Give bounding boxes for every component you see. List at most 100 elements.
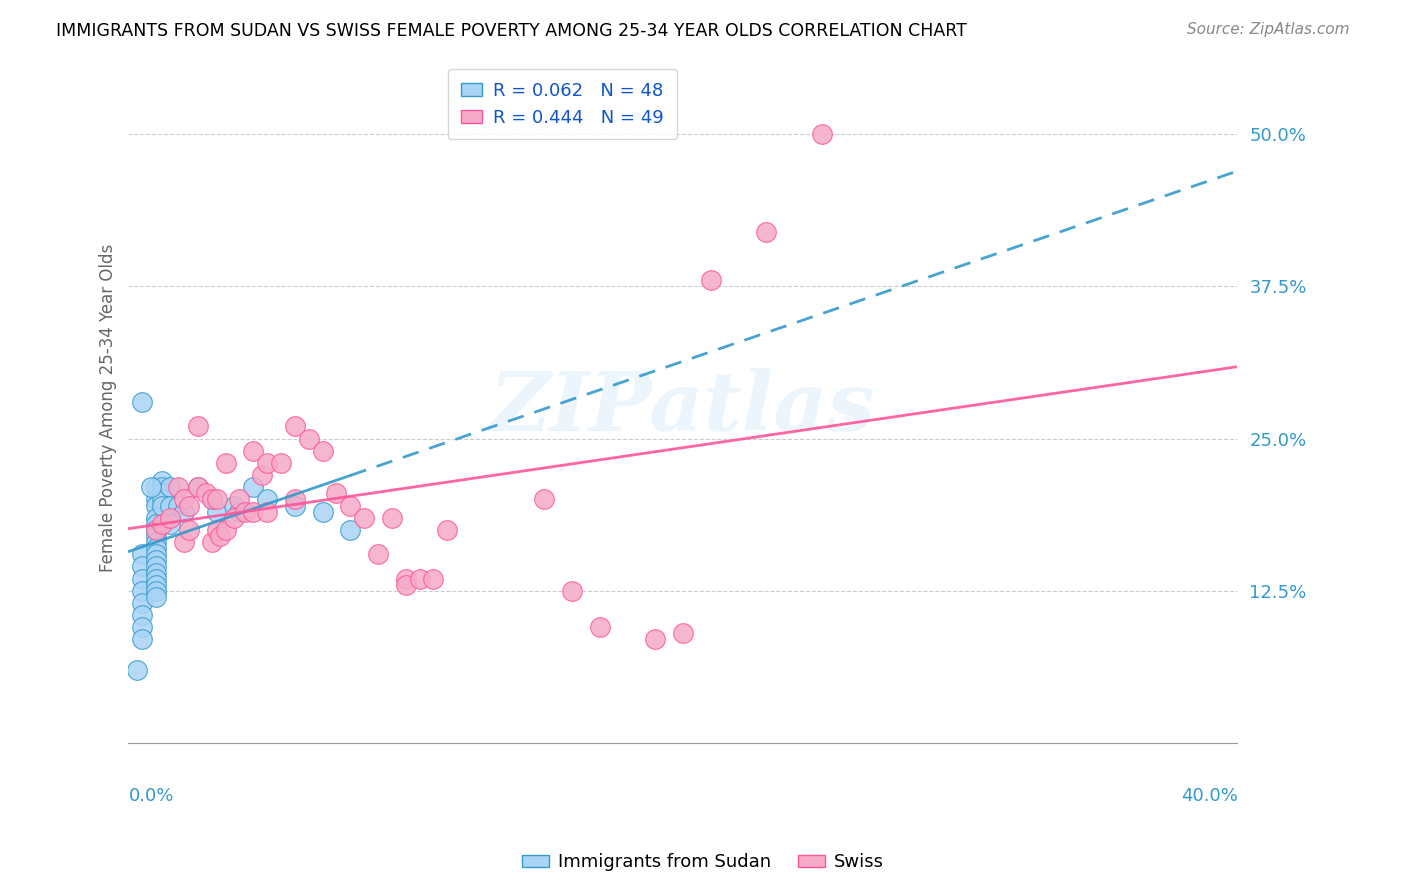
Point (205, 492, 228, 507)
Point (270, 456, 292, 470)
Point (145, 510, 167, 524)
Point (150, 474, 173, 488)
Point (201, 492, 224, 507)
Point (167, 480, 190, 494)
Point (131, 583, 153, 598)
Point (214, 523, 236, 537)
Point (233, 505, 256, 519)
Point (131, 620, 153, 634)
Point (145, 535, 167, 549)
Point (699, 273, 721, 287)
Legend: Immigrants from Sudan, Swiss: Immigrants from Sudan, Swiss (515, 847, 891, 879)
Point (173, 492, 195, 507)
Point (145, 566, 167, 580)
Text: 0.0%: 0.0% (128, 787, 174, 805)
Point (533, 492, 555, 507)
Point (195, 486, 218, 500)
Point (755, 225, 778, 239)
Point (150, 486, 173, 500)
Point (145, 480, 167, 494)
Point (150, 492, 173, 507)
Point (381, 510, 404, 524)
Point (125, 663, 148, 677)
Point (339, 523, 361, 537)
Point (256, 492, 278, 507)
Point (201, 535, 224, 549)
Point (201, 492, 224, 507)
Point (214, 456, 236, 470)
Point (284, 492, 307, 507)
Point (179, 523, 201, 537)
Point (228, 492, 250, 507)
Point (150, 516, 173, 531)
Point (242, 480, 264, 494)
Point (205, 523, 228, 537)
Point (256, 456, 278, 470)
Point (256, 505, 278, 519)
Point (145, 572, 167, 586)
Legend: R = 0.062   N = 48, R = 0.444   N = 49: R = 0.062 N = 48, R = 0.444 N = 49 (449, 69, 676, 139)
Point (250, 468, 273, 483)
Point (159, 499, 181, 513)
Point (561, 583, 583, 598)
Point (408, 572, 430, 586)
Point (208, 529, 231, 543)
Point (644, 632, 666, 647)
Point (367, 547, 389, 561)
Point (131, 572, 153, 586)
Text: IMMIGRANTS FROM SUDAN VS SWISS FEMALE POVERTY AMONG 25-34 YEAR OLDS CORRELATION : IMMIGRANTS FROM SUDAN VS SWISS FEMALE PO… (56, 22, 967, 40)
Point (339, 499, 361, 513)
Point (228, 505, 250, 519)
Point (145, 547, 167, 561)
Point (311, 505, 333, 519)
Point (205, 505, 228, 519)
Point (145, 553, 167, 567)
Point (222, 510, 245, 524)
Point (222, 499, 245, 513)
Point (353, 510, 375, 524)
Text: 40.0%: 40.0% (1181, 787, 1237, 805)
Point (810, 127, 832, 141)
Point (179, 499, 201, 513)
Point (325, 486, 347, 500)
Point (159, 510, 181, 524)
Point (131, 632, 153, 647)
Y-axis label: Female Poverty Among 25-34 Year Olds: Female Poverty Among 25-34 Year Olds (100, 244, 117, 573)
Point (145, 590, 167, 604)
Point (311, 443, 333, 458)
Point (145, 529, 167, 543)
Point (131, 395, 153, 409)
Text: Source: ZipAtlas.com: Source: ZipAtlas.com (1187, 22, 1350, 37)
Point (159, 516, 181, 531)
Point (187, 480, 209, 494)
Point (139, 480, 162, 494)
Point (131, 596, 153, 610)
Point (187, 480, 209, 494)
Point (159, 480, 181, 494)
Point (145, 516, 167, 531)
Point (173, 505, 195, 519)
Point (672, 626, 695, 640)
Point (436, 523, 458, 537)
Point (167, 499, 190, 513)
Point (422, 572, 444, 586)
Point (173, 535, 195, 549)
Point (284, 419, 307, 434)
Point (145, 577, 167, 591)
Point (145, 499, 167, 513)
Point (242, 443, 264, 458)
Point (131, 559, 153, 574)
Point (395, 572, 418, 586)
Point (187, 419, 209, 434)
Point (150, 480, 173, 494)
Point (145, 523, 167, 537)
Point (145, 541, 167, 556)
Point (131, 608, 153, 623)
Point (145, 523, 167, 537)
Point (145, 492, 167, 507)
Point (242, 505, 264, 519)
Point (150, 499, 173, 513)
Point (298, 432, 321, 446)
Point (284, 499, 307, 513)
Point (395, 577, 418, 591)
